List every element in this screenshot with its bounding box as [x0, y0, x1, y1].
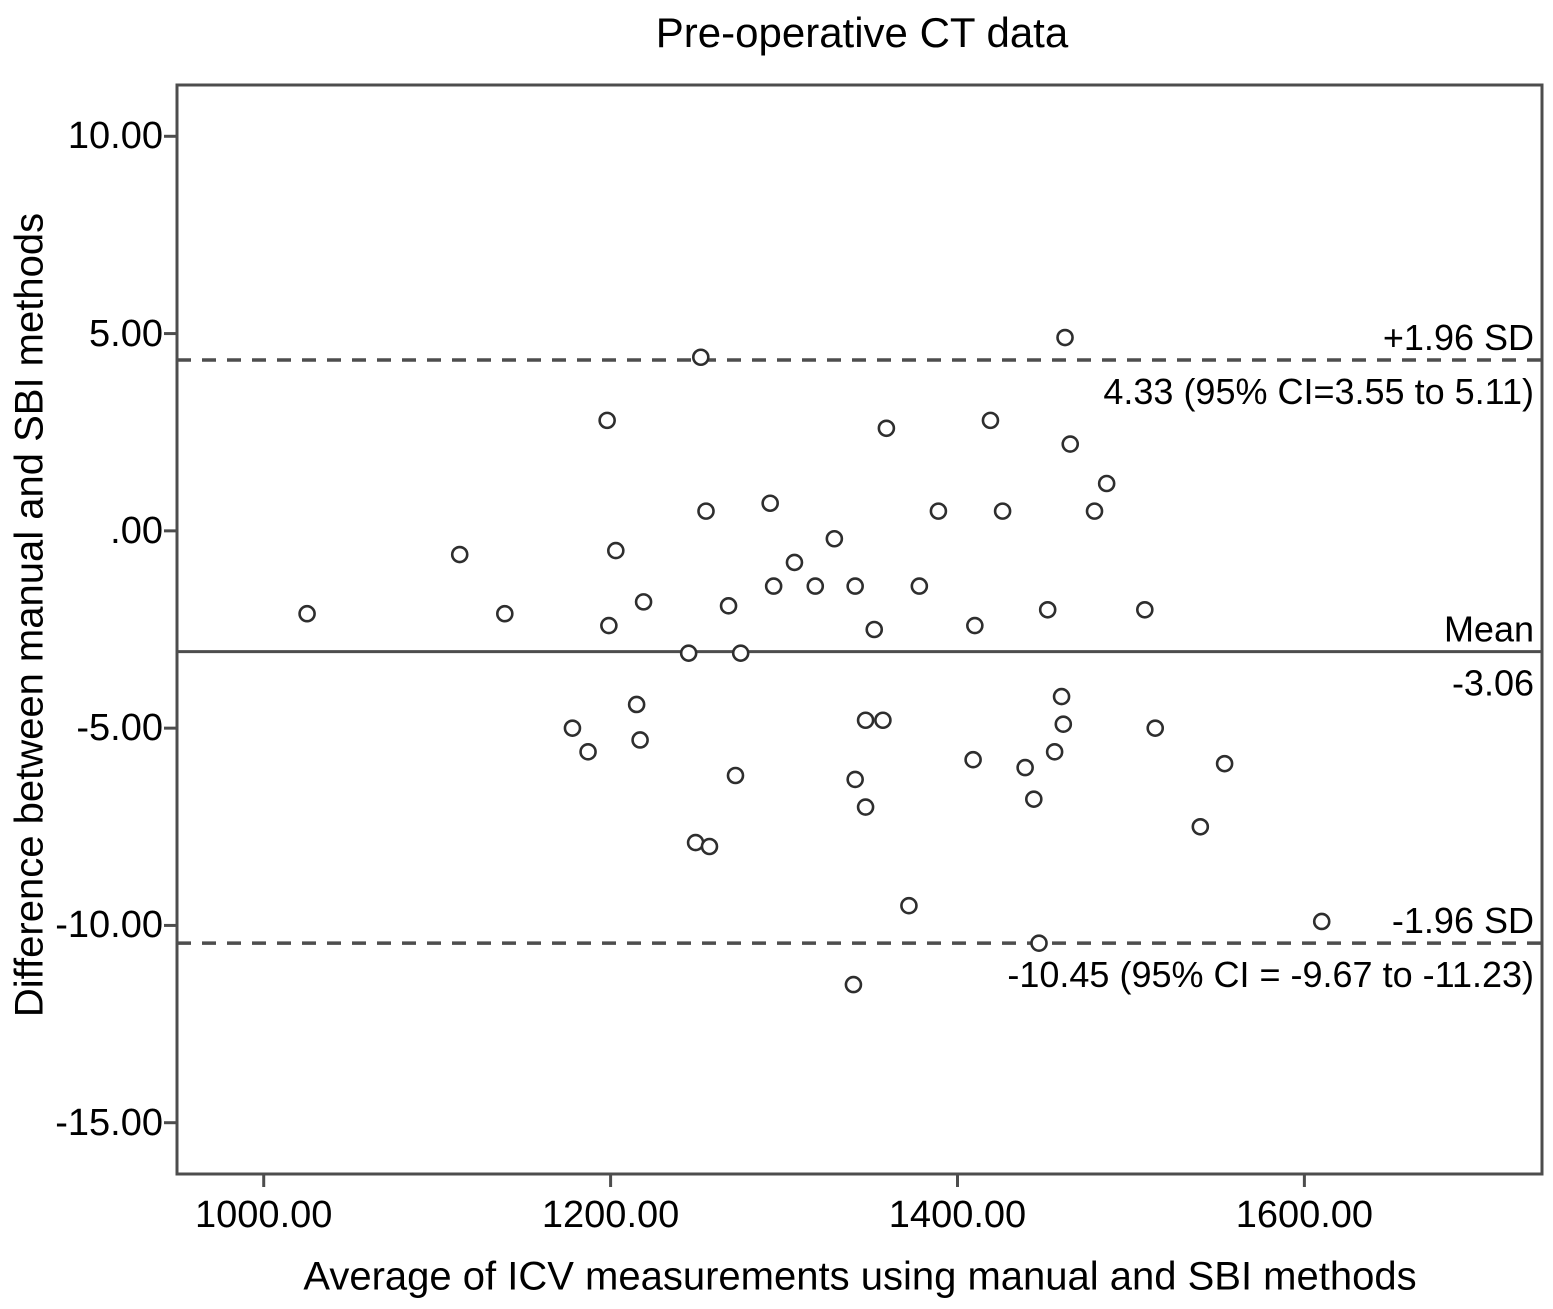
- data-point: [607, 541, 625, 560]
- reference-label-below: 4.33 (95% CI=3.55 to 5.11): [1103, 371, 1534, 412]
- y-tick-label: 5.00: [89, 312, 163, 355]
- x-tick-label: 1000.00: [195, 1194, 333, 1236]
- x-tick-label: 1600.00: [1235, 1194, 1374, 1236]
- data-point: [298, 604, 316, 623]
- y-tick-label: 10.00: [67, 115, 163, 158]
- reference-label-above: +1.96 SD: [1383, 317, 1534, 358]
- data-point: [1215, 754, 1234, 773]
- data-point: [856, 798, 875, 816]
- data-point: [993, 502, 1012, 520]
- data-point: [900, 896, 918, 915]
- data-point: [631, 731, 649, 749]
- data-point: [691, 348, 710, 367]
- chart-title: Pre-operative CT data: [655, 9, 1069, 56]
- data-point: [1191, 817, 1210, 836]
- x-tick-label: 1400.00: [888, 1194, 1027, 1236]
- data-point: [731, 644, 750, 662]
- data-point: [1061, 435, 1080, 453]
- data-point: [600, 616, 618, 635]
- data-point: [634, 593, 653, 611]
- y-tick-label: -15.00: [55, 1101, 163, 1144]
- data-point: [966, 616, 984, 635]
- data-point: [1054, 715, 1073, 733]
- data-point: [1146, 719, 1165, 737]
- data-point: [846, 770, 864, 789]
- data-point: [785, 553, 804, 572]
- reference-label-below: -3.06: [1452, 663, 1534, 704]
- data-point: [697, 502, 715, 520]
- x-tick-label: 1200.00: [541, 1194, 680, 1236]
- data-point: [806, 577, 825, 595]
- data-point: [1136, 600, 1154, 619]
- reference-label-above: -1.96 SD: [1392, 900, 1534, 941]
- data-point: [1038, 600, 1057, 619]
- x-axis-label: Average of ICV measurements using manual…: [303, 1254, 1417, 1299]
- plot-area: +1.96 SD 4.33 (95% CI=3.55 to 5.11) Mean -3…: [164, 83, 1544, 1187]
- data-point: [726, 766, 745, 785]
- data-point: [450, 545, 469, 564]
- data-point: [964, 750, 982, 769]
- data-point: [910, 577, 929, 595]
- reference-label-below: -10.45 (95% CI = -9.67 to -11.23): [1007, 954, 1534, 995]
- data-point: [929, 502, 948, 520]
- data-point: [761, 494, 779, 513]
- data-point: [1097, 474, 1116, 493]
- reference-label-above: Mean: [1444, 609, 1534, 650]
- data-point: [856, 711, 875, 730]
- data-point: [844, 975, 863, 994]
- data-point: [1030, 934, 1048, 952]
- y-tick-label: -10.00: [55, 904, 163, 947]
- data-point: [764, 577, 783, 595]
- y-tick-label: -5.00: [76, 707, 163, 750]
- data-point: [579, 743, 597, 761]
- data-point: [679, 644, 698, 662]
- data-point: [874, 711, 892, 730]
- data-point: [825, 529, 844, 548]
- data-point: [1312, 912, 1331, 931]
- data-point: [877, 419, 896, 438]
- data-point: [700, 837, 719, 856]
- data-point: [598, 411, 616, 430]
- data-point: [1016, 758, 1034, 777]
- data-point: [627, 695, 646, 714]
- data-point: [1052, 687, 1071, 706]
- data-point: [496, 604, 514, 623]
- data-point: [1045, 743, 1064, 761]
- data-point: [1085, 502, 1104, 520]
- data-point: [719, 597, 738, 615]
- plot-border: [175, 83, 1544, 1176]
- data-point: [981, 411, 1000, 430]
- data-point: [1056, 328, 1074, 347]
- data-point: [865, 620, 884, 639]
- data-point: [846, 577, 864, 595]
- data-point: [1025, 790, 1043, 808]
- data-point: [563, 719, 582, 737]
- y-tick-label: .00: [110, 509, 163, 552]
